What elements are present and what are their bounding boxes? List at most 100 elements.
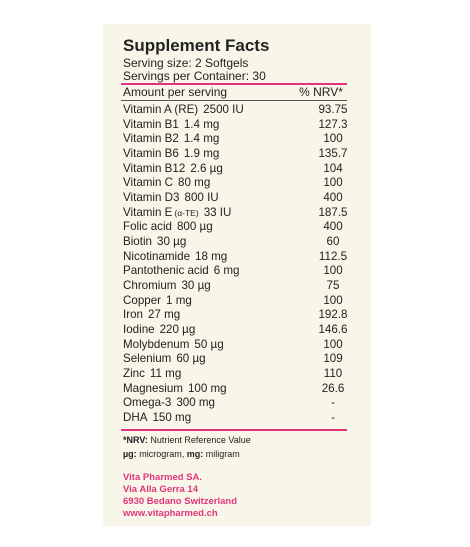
nutrient-name: Biotin (123, 235, 153, 249)
nutrient-name: Selenium (123, 352, 172, 366)
nutrient-row: Molybdenum 50 µg 100 (123, 338, 347, 352)
nutrient-name: Magnesium (123, 381, 183, 395)
footnote-term: mg: (186, 449, 204, 459)
nutrient-row: Vitamin A (RE) 2500 IU 93.75 (123, 103, 348, 117)
nutrient-row: Vitamin C 80 mg 100 (123, 176, 347, 190)
servings-per-container: Servings per Container: 30 (123, 69, 266, 83)
nutrient-amount: 6 mg (213, 264, 240, 278)
nutrient-row: Zinc 11 mg 110 (123, 367, 347, 381)
nutrient-amount: 100 mg (187, 381, 227, 395)
nutrient-row: Vitamin B6 1.9 mg 135.7 (123, 147, 348, 161)
nutrient-name: Vitamin E (123, 205, 173, 219)
nutrient-name: Vitamin D3 (123, 191, 180, 205)
nutrient-note: (α-TE) (174, 207, 199, 218)
nutrient-name: Omega-3 (123, 396, 172, 410)
nutrient-row: Vitamin B12 2.6 µg 104 (123, 162, 347, 176)
footnote-text: miligram (205, 449, 240, 459)
column-label: % NRV* (299, 85, 343, 99)
nutrient-nrv: 100 (323, 264, 343, 278)
nutrient-row: Biotin 30 µg 60 (123, 235, 347, 249)
nutrient-amount: 1.9 mg (183, 147, 220, 160)
nutrient-nrv: 400 (323, 191, 343, 205)
nutrient-amount: 800 µg (176, 220, 213, 234)
nutrient-name: Vitamin B2 (123, 132, 179, 146)
nutrient-name: Nicotinamide (123, 249, 191, 263)
nutrient-amount: 33 IU (203, 205, 232, 219)
nutrient-name: Vitamin B6 (123, 147, 179, 160)
nutrient-amount: 1.4 mg (183, 132, 220, 146)
nutrient-row: Iodine 220 µg 146.6 (123, 323, 348, 337)
nutrient-amount: 50 µg (194, 337, 224, 351)
nutrient-name: Vitamin B1 (123, 117, 179, 131)
nutrient-nrv: 146.6 (318, 323, 348, 337)
nutrient-nrv: 109 (323, 352, 343, 366)
nutrient-amount: 1 mg (166, 293, 192, 307)
nutrient-nrv: 112.5 (318, 249, 348, 263)
nutrient-row: Iron 27 mg 192.8 (123, 308, 348, 322)
nutrient-amount: 18 mg (195, 249, 228, 263)
nutrient-amount: 60 µg (176, 352, 206, 366)
nutrient-nrv: 100 (323, 337, 343, 351)
nutrient-nrv: 100 (323, 132, 343, 146)
nutrient-amount: 2500 IU (203, 103, 244, 116)
nutrient-amount: 11 mg (149, 367, 182, 381)
nutrient-row: Pantothenic acid 6 mg 100 (123, 264, 347, 278)
nutrient-nrv: 60 (326, 235, 340, 249)
nutrient-amount: 300 mg (176, 396, 215, 410)
nutrient-row: Vitamin B1 1.4 mg 127.3 (123, 117, 348, 132)
nutrient-amount: 2.6 µg (190, 161, 223, 175)
nutrient-row: Vitamin D3 800 IU 400 (123, 191, 347, 205)
nutrient-name: Vitamin C (123, 176, 174, 190)
nutrient-name: Vitamin A (RE) (123, 103, 199, 116)
nutrient-name: Folic acid (123, 220, 172, 234)
nutrient-name: Pantothenic acid (123, 264, 209, 278)
nutrient-amount: 150 mg (152, 411, 192, 425)
label-panel: Supplement Facts Serving size: 2 Softgel… (103, 24, 371, 526)
nutrient-row: Selenium 60 µg 109 (123, 352, 347, 366)
nutrient-nrv: 26.6 (321, 381, 345, 395)
nutrient-name: Iodine (123, 323, 155, 337)
nutrient-nrv: 135.7 (318, 147, 348, 160)
divider (121, 429, 347, 431)
nutrient-nrv: 110 (323, 367, 343, 381)
nutrient-name: Vitamin B12 (123, 161, 186, 175)
nutrient-amount: 220 µg (159, 323, 196, 337)
nutrient-row: Folic acid 800 µg 400 (123, 220, 347, 234)
nutrient-name: DHA (123, 411, 148, 425)
nutrient-name: Iron (123, 308, 143, 322)
nutrient-row: Chromium 30 µg 75 (123, 279, 347, 293)
column-header: Amount per serving % NRV* (123, 85, 347, 99)
address-line: Via Alla Gerra 14 (123, 484, 198, 495)
footnote-text: Nutrient Reference Value (150, 435, 251, 445)
divider (121, 83, 347, 85)
nutrient-row: Nicotinamide 18 mg 112.5 (123, 250, 347, 264)
footnote-text: microgram, (139, 449, 185, 459)
nutrient-amount: 30 µg (181, 279, 211, 293)
nutrient-row: Vitamin E (α-TE) 33 IU 187.5 (123, 205, 348, 220)
nutrient-row: Vitamin B2 1.4 mg 100 (123, 132, 347, 146)
address-line: 6930 Bedano Switzerland (123, 496, 238, 507)
nutrient-nrv: 104 (323, 161, 343, 175)
title: Supplement Facts (123, 36, 270, 55)
nutrient-nrv: 100 (323, 176, 343, 190)
nutrient-nrv: 127.3 (318, 117, 348, 131)
nutrient-nrv: 192.8 (318, 308, 348, 322)
footnote: *NRV: Nutrient Reference Value (123, 435, 251, 445)
divider (121, 100, 347, 101)
nutrient-nrv: 75 (326, 279, 340, 293)
footnote: µg: microgram, mg: miligram (123, 449, 240, 459)
nutrient-name: Copper (123, 293, 162, 307)
footnote-term: µg: (123, 449, 137, 459)
column-label: Amount per serving (123, 85, 228, 99)
nutrient-row: Magnesium 100 mg 26.6 (123, 382, 347, 396)
nutrient-amount: 30 µg (157, 235, 187, 249)
nutrient-nrv: 400 (323, 220, 343, 234)
nutrient-nrv: 187.5 (318, 205, 348, 219)
nutrient-row: Omega-3 300 mg - (123, 396, 347, 410)
nutrient-name: Zinc (123, 367, 145, 381)
footnote-term: *NRV: (123, 435, 148, 445)
nutrient-amount: 27 mg (147, 308, 181, 322)
nutrient-row: Copper 1 mg 100 (123, 294, 347, 308)
nutrient-nrv: - (331, 411, 335, 425)
